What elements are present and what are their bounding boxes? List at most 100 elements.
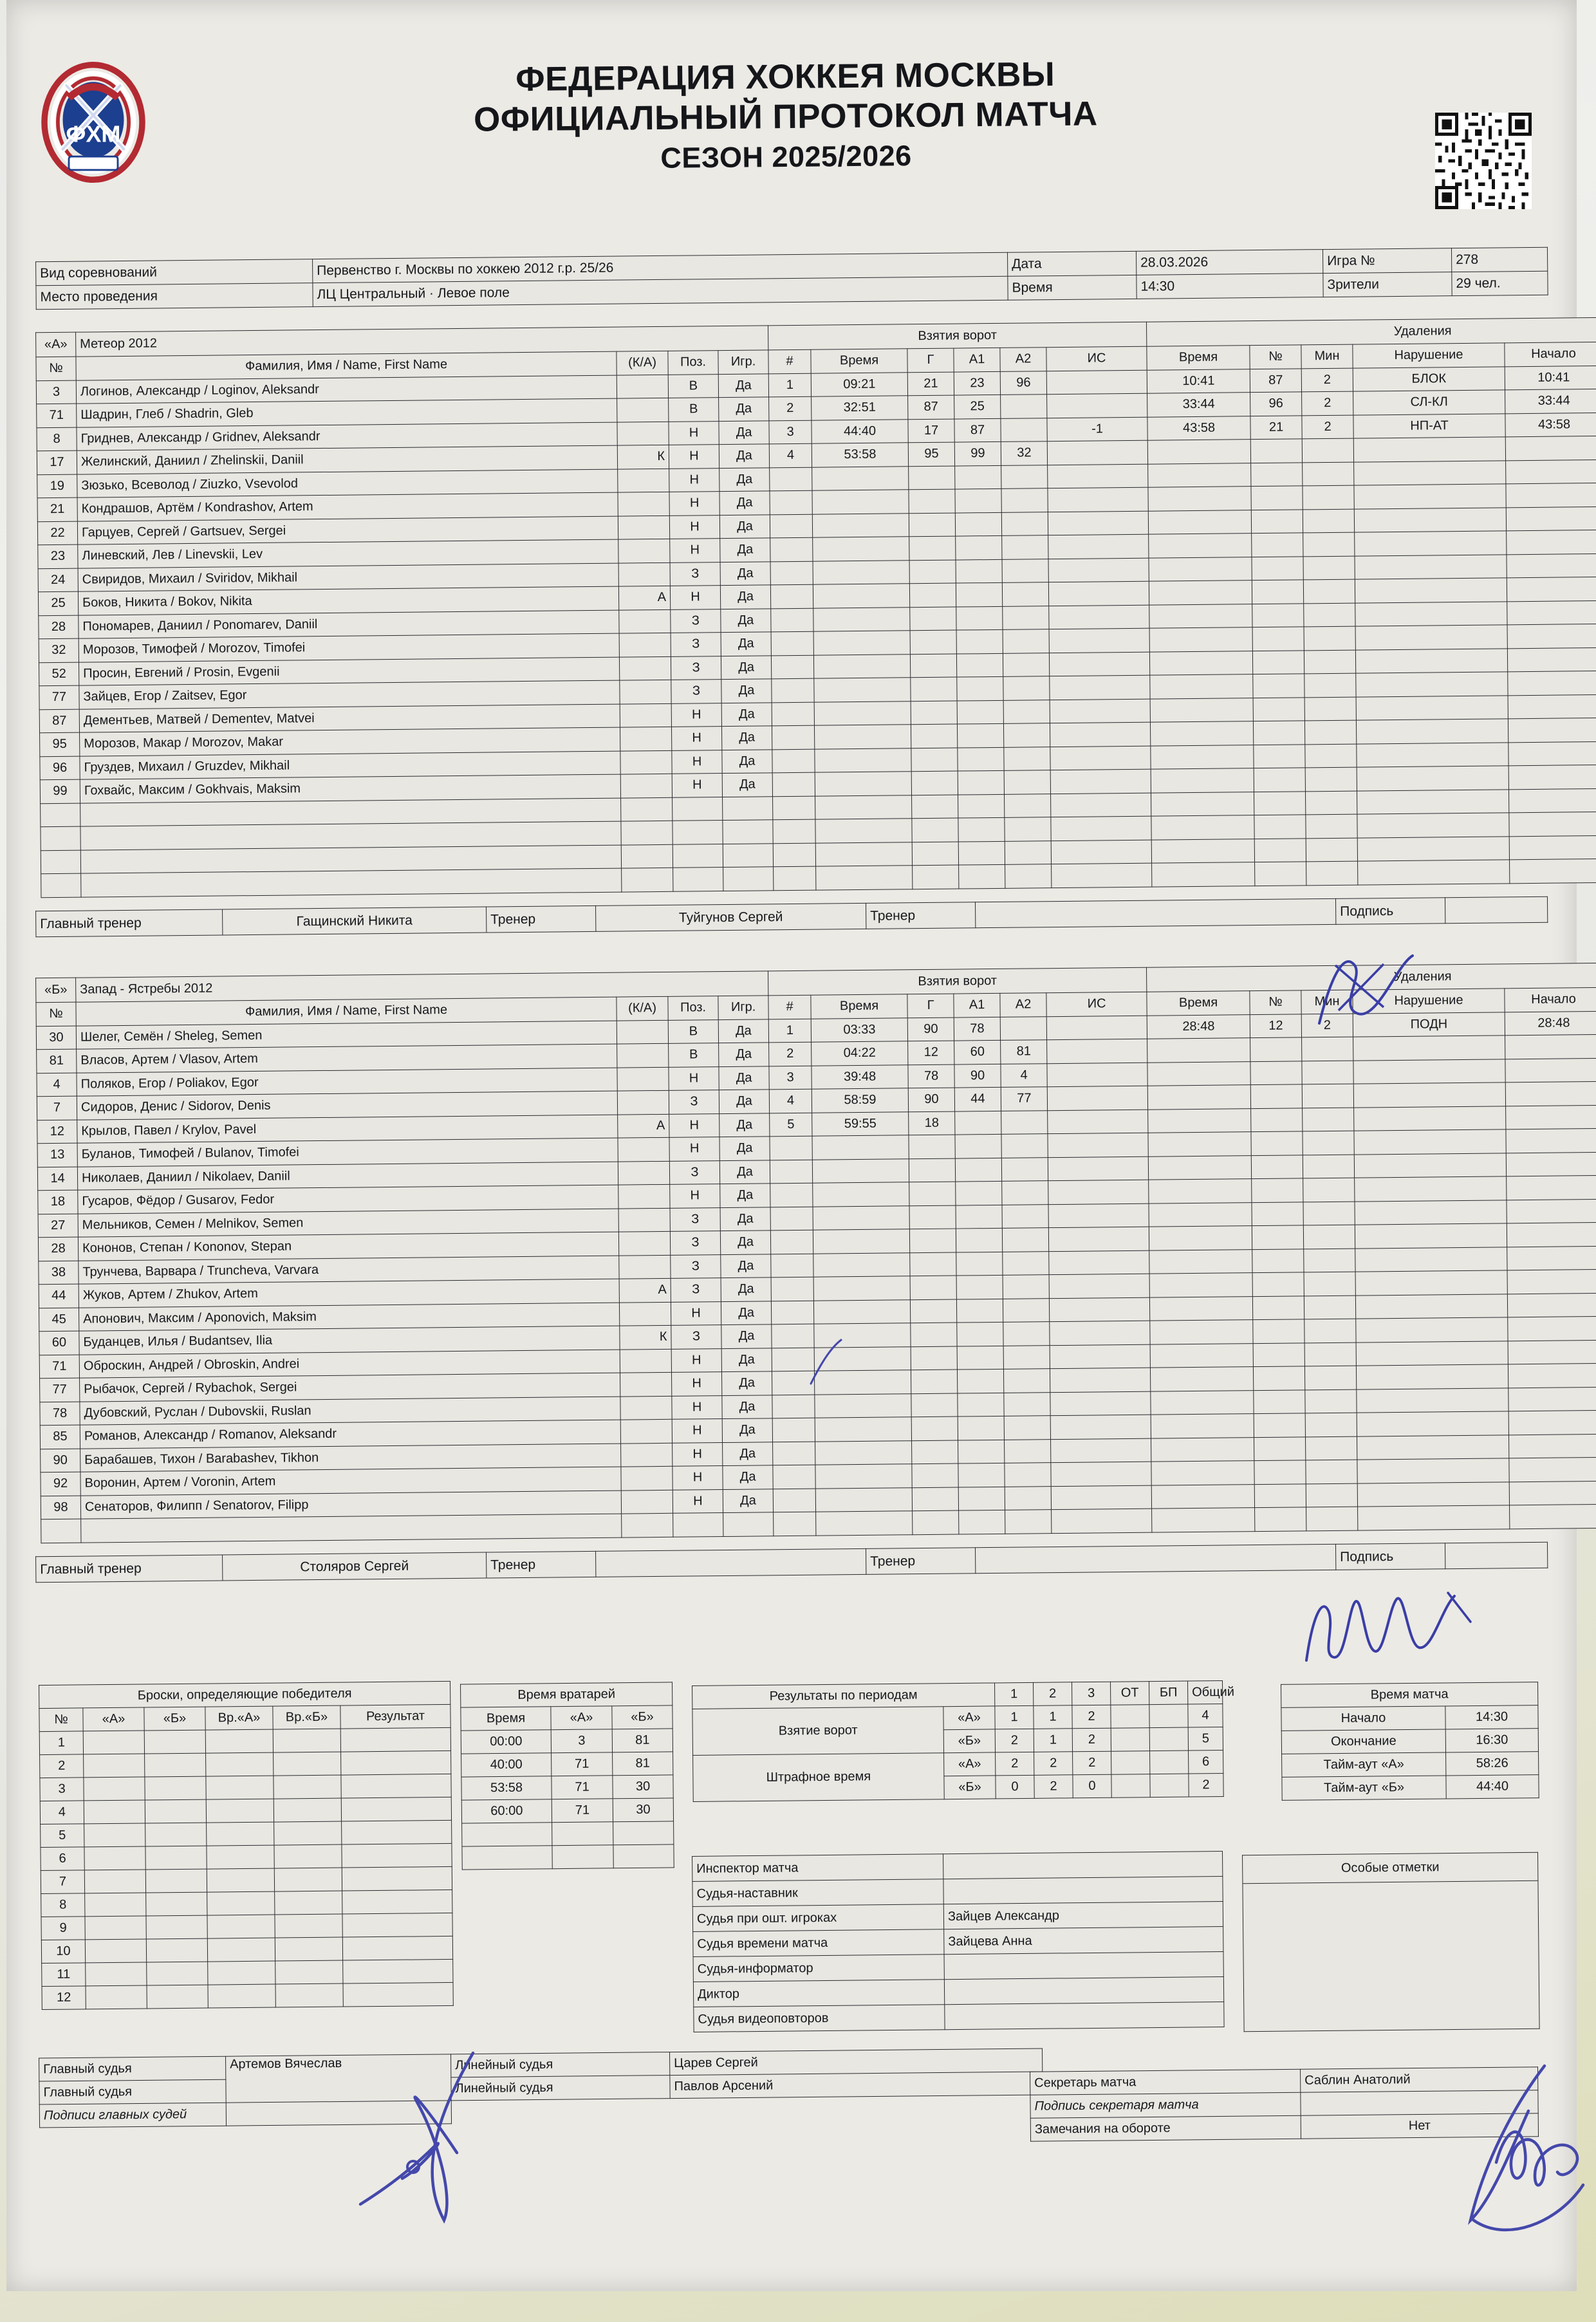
shootout-cell[interactable] <box>146 1962 209 1985</box>
shootout-cell[interactable] <box>342 1866 452 1891</box>
team-a-signature-field[interactable] <box>1445 896 1548 924</box>
shootout-cell[interactable] <box>340 1774 452 1799</box>
player-played <box>722 819 774 844</box>
team-b-coach1 <box>595 1548 866 1577</box>
shootout-cell[interactable] <box>208 1984 276 2009</box>
shootout-cell[interactable] <box>207 1868 275 1893</box>
shootout-cell[interactable] <box>274 1798 342 1823</box>
official-name-value[interactable] <box>944 1951 1224 1980</box>
official-name-value[interactable] <box>943 1876 1223 1904</box>
shootout-cell[interactable] <box>85 1962 147 1986</box>
shootout-cell[interactable] <box>273 1752 341 1776</box>
goal-time <box>813 654 911 679</box>
shootout-cell[interactable] <box>205 1752 274 1777</box>
main-referees-signature-field[interactable] <box>226 2100 452 2126</box>
shootout-cell[interactable] <box>342 1913 453 1938</box>
player-captain-mark <box>618 1231 671 1256</box>
official-role-label: Судья времени матча <box>692 1929 945 1957</box>
shootout-cell[interactable] <box>206 1822 274 1846</box>
shootout-cell[interactable] <box>145 1915 208 1939</box>
shootout-cell[interactable] <box>341 1843 452 1868</box>
shootout-cell[interactable] <box>83 1776 145 1801</box>
official-name-value[interactable]: Зайцев Александр <box>943 1901 1223 1929</box>
penalty-player <box>1250 1107 1303 1132</box>
shootout-cell[interactable] <box>84 1915 147 1940</box>
shootout-cell[interactable] <box>341 1820 452 1845</box>
shootout-cell[interactable] <box>274 1914 343 1938</box>
penalty-time: 43:58 <box>1147 416 1251 441</box>
goal-plusminus <box>1046 1062 1148 1087</box>
shootout-cell[interactable] <box>342 1890 452 1915</box>
shootout-cell[interactable] <box>273 1775 342 1799</box>
penalty-player <box>1251 509 1303 534</box>
shootout-cell[interactable] <box>274 1868 342 1892</box>
shootout-cell[interactable] <box>275 1960 343 1985</box>
official-name-value[interactable] <box>943 1851 1223 1879</box>
official-name-value[interactable] <box>944 1976 1224 2005</box>
shootout-cell[interactable] <box>145 1892 207 1916</box>
notes-value[interactable] <box>1242 1881 1540 2032</box>
shootout-cell[interactable] <box>145 1799 207 1823</box>
goal-assist2: 96 <box>1000 371 1047 395</box>
shootout-cell[interactable] <box>340 1727 451 1752</box>
shootout-cell[interactable] <box>275 1983 344 2008</box>
period-bp <box>1149 1751 1189 1774</box>
shootout-cell[interactable] <box>146 1938 208 1962</box>
period-p1: 0 <box>995 1775 1035 1799</box>
shootout-cell[interactable] <box>206 1799 274 1823</box>
shootout-cell[interactable] <box>340 1751 451 1776</box>
shootout-cell[interactable] <box>85 1938 147 1963</box>
shootout-cell[interactable] <box>84 1799 145 1824</box>
shootout-cell[interactable] <box>206 1845 275 1870</box>
player-number: 87 <box>39 709 80 733</box>
penalty-player <box>1252 650 1304 674</box>
shootout-cell[interactable] <box>144 1753 206 1777</box>
shootout-cell[interactable] <box>145 1869 207 1893</box>
goal-plusminus <box>1046 369 1147 395</box>
shootout-cell[interactable] <box>144 1730 206 1754</box>
shootout-cell[interactable] <box>274 1821 342 1846</box>
shootout-cell[interactable] <box>342 1982 454 2007</box>
shootout-cell[interactable] <box>205 1729 274 1754</box>
penalty-start <box>1508 788 1596 813</box>
penalty-time <box>1148 510 1252 535</box>
official-name-value[interactable]: Зайцева Анна <box>943 1926 1223 1955</box>
official-name-value[interactable] <box>944 2002 1225 2030</box>
period-p3: 0 <box>1072 1774 1112 1798</box>
goal-scorer <box>911 747 958 772</box>
shootout-cell[interactable] <box>84 1823 145 1847</box>
shootout-cell[interactable] <box>275 1937 343 1962</box>
shootout-cell[interactable] <box>84 1869 146 1893</box>
shootout-cell[interactable] <box>205 1776 274 1800</box>
goal-time <box>812 536 910 561</box>
player-position: Н <box>669 491 720 515</box>
shootout-cell[interactable] <box>84 1846 146 1870</box>
shootout-cell[interactable] <box>342 1936 453 1961</box>
shootout-cell[interactable] <box>83 1730 145 1754</box>
shootout-cell[interactable] <box>145 1823 207 1846</box>
shootout-cell[interactable] <box>342 1959 453 1984</box>
col-pmin-b: Мин <box>1301 989 1353 1014</box>
shootout-cell[interactable] <box>86 1985 147 2009</box>
player-number: 14 <box>37 1166 78 1191</box>
penalty-violation <box>1355 577 1507 603</box>
goal-scorer <box>909 536 956 561</box>
penalty-violation <box>1355 1199 1507 1225</box>
shootout-cell[interactable] <box>273 1729 341 1753</box>
shootout-cell[interactable] <box>144 1776 207 1800</box>
shootout-cell[interactable] <box>83 1753 145 1778</box>
shootout-cell[interactable] <box>274 1844 342 1869</box>
secretary-signature-field[interactable] <box>1300 2090 1539 2116</box>
shootout-cell[interactable] <box>207 1915 275 1939</box>
goal-time <box>814 701 911 726</box>
shootout-cell[interactable] <box>207 1938 275 1962</box>
shootout-index: 9 <box>41 1916 86 1940</box>
shootout-cell[interactable] <box>147 1985 209 2009</box>
shootout-cell[interactable] <box>207 1961 275 1985</box>
shootout-cell[interactable] <box>84 1892 146 1917</box>
shootout-cell[interactable] <box>145 1846 207 1870</box>
shootout-cell[interactable] <box>341 1797 452 1822</box>
shootout-cell[interactable] <box>274 1891 342 1915</box>
team-b-signature-field[interactable] <box>1445 1541 1548 1569</box>
shootout-cell[interactable] <box>207 1891 275 1916</box>
